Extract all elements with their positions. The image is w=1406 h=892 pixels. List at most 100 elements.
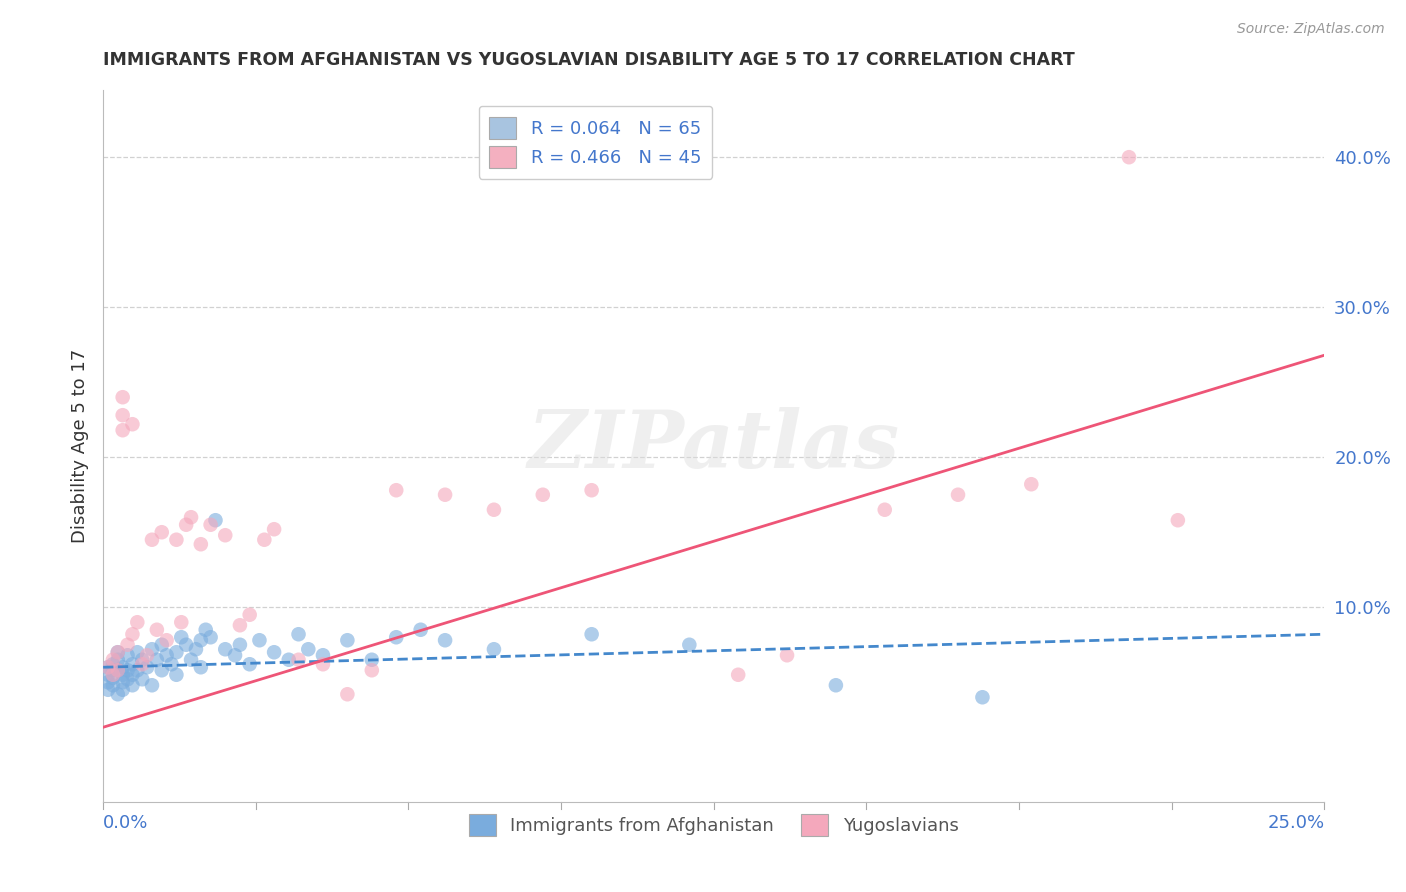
Text: 0.0%: 0.0% xyxy=(103,814,149,832)
Point xyxy=(127,615,149,630)
Text: Source: ZipAtlas.com: Source: ZipAtlas.com xyxy=(1237,22,1385,37)
Point xyxy=(1167,513,1189,527)
Point xyxy=(117,663,139,677)
Point xyxy=(678,638,700,652)
Point xyxy=(107,653,129,667)
Point xyxy=(180,653,202,667)
Point xyxy=(190,537,212,551)
Point xyxy=(873,502,896,516)
Text: 25.0%: 25.0% xyxy=(1267,814,1324,832)
Point xyxy=(121,667,143,681)
Point xyxy=(150,525,173,540)
Point xyxy=(194,623,217,637)
Point xyxy=(277,653,299,667)
Point xyxy=(174,638,197,652)
Point xyxy=(121,627,143,641)
Point xyxy=(101,657,124,672)
Point xyxy=(150,638,173,652)
Point xyxy=(409,623,432,637)
Point xyxy=(97,675,120,690)
Point xyxy=(200,517,222,532)
Point xyxy=(156,633,179,648)
Point xyxy=(190,633,212,648)
Point xyxy=(165,533,187,547)
Point xyxy=(127,645,149,659)
Point xyxy=(136,648,159,663)
Point xyxy=(97,682,120,697)
Point xyxy=(224,648,246,663)
Point xyxy=(107,663,129,677)
Point xyxy=(117,638,139,652)
Point xyxy=(229,638,252,652)
Point xyxy=(146,653,169,667)
Text: ZIPatlas: ZIPatlas xyxy=(527,408,900,484)
Point xyxy=(581,627,603,641)
Point xyxy=(107,663,129,677)
Point xyxy=(287,627,309,641)
Y-axis label: Disability Age 5 to 17: Disability Age 5 to 17 xyxy=(72,349,89,543)
Point xyxy=(117,648,139,663)
Point xyxy=(482,502,505,516)
Point xyxy=(239,657,262,672)
Point xyxy=(204,513,226,527)
Point xyxy=(297,642,319,657)
Point xyxy=(111,675,134,690)
Point xyxy=(239,607,262,622)
Point xyxy=(111,667,134,681)
Point xyxy=(776,648,799,663)
Point xyxy=(160,657,183,672)
Point xyxy=(360,663,382,677)
Point xyxy=(97,660,120,674)
Point xyxy=(141,678,163,692)
Point xyxy=(214,528,236,542)
Point xyxy=(131,653,153,667)
Point xyxy=(107,687,129,701)
Point xyxy=(111,682,134,697)
Point xyxy=(972,690,994,705)
Point xyxy=(287,653,309,667)
Point xyxy=(263,522,285,536)
Point xyxy=(165,645,187,659)
Point xyxy=(214,642,236,657)
Point xyxy=(117,672,139,686)
Point xyxy=(727,667,749,681)
Point xyxy=(482,642,505,657)
Point xyxy=(360,653,382,667)
Point xyxy=(190,660,212,674)
Point xyxy=(131,657,153,672)
Point xyxy=(312,657,335,672)
Point xyxy=(150,663,173,677)
Point xyxy=(156,648,179,663)
Point xyxy=(229,618,252,632)
Point xyxy=(131,672,153,686)
Point xyxy=(101,667,124,681)
Point xyxy=(127,663,149,677)
Point xyxy=(385,483,408,498)
Point xyxy=(249,633,271,648)
Point xyxy=(111,660,134,674)
Legend: Immigrants from Afghanistan, Yugoslavians: Immigrants from Afghanistan, Yugoslavian… xyxy=(461,806,966,843)
Point xyxy=(101,671,124,685)
Point xyxy=(336,687,359,701)
Point xyxy=(385,630,408,644)
Point xyxy=(180,510,202,524)
Point xyxy=(165,667,187,681)
Point xyxy=(136,660,159,674)
Point xyxy=(121,657,143,672)
Point xyxy=(107,645,129,659)
Point xyxy=(263,645,285,659)
Point xyxy=(111,408,134,422)
Point xyxy=(121,678,143,692)
Point xyxy=(312,648,335,663)
Point xyxy=(336,633,359,648)
Point xyxy=(111,390,134,404)
Point xyxy=(434,488,457,502)
Point xyxy=(146,623,169,637)
Point xyxy=(97,667,120,681)
Point xyxy=(101,663,124,677)
Point xyxy=(200,630,222,644)
Point xyxy=(434,633,457,648)
Text: IMMIGRANTS FROM AFGHANISTAN VS YUGOSLAVIAN DISABILITY AGE 5 TO 17 CORRELATION CH: IMMIGRANTS FROM AFGHANISTAN VS YUGOSLAVI… xyxy=(103,51,1074,69)
Point xyxy=(107,645,129,659)
Point xyxy=(111,423,134,437)
